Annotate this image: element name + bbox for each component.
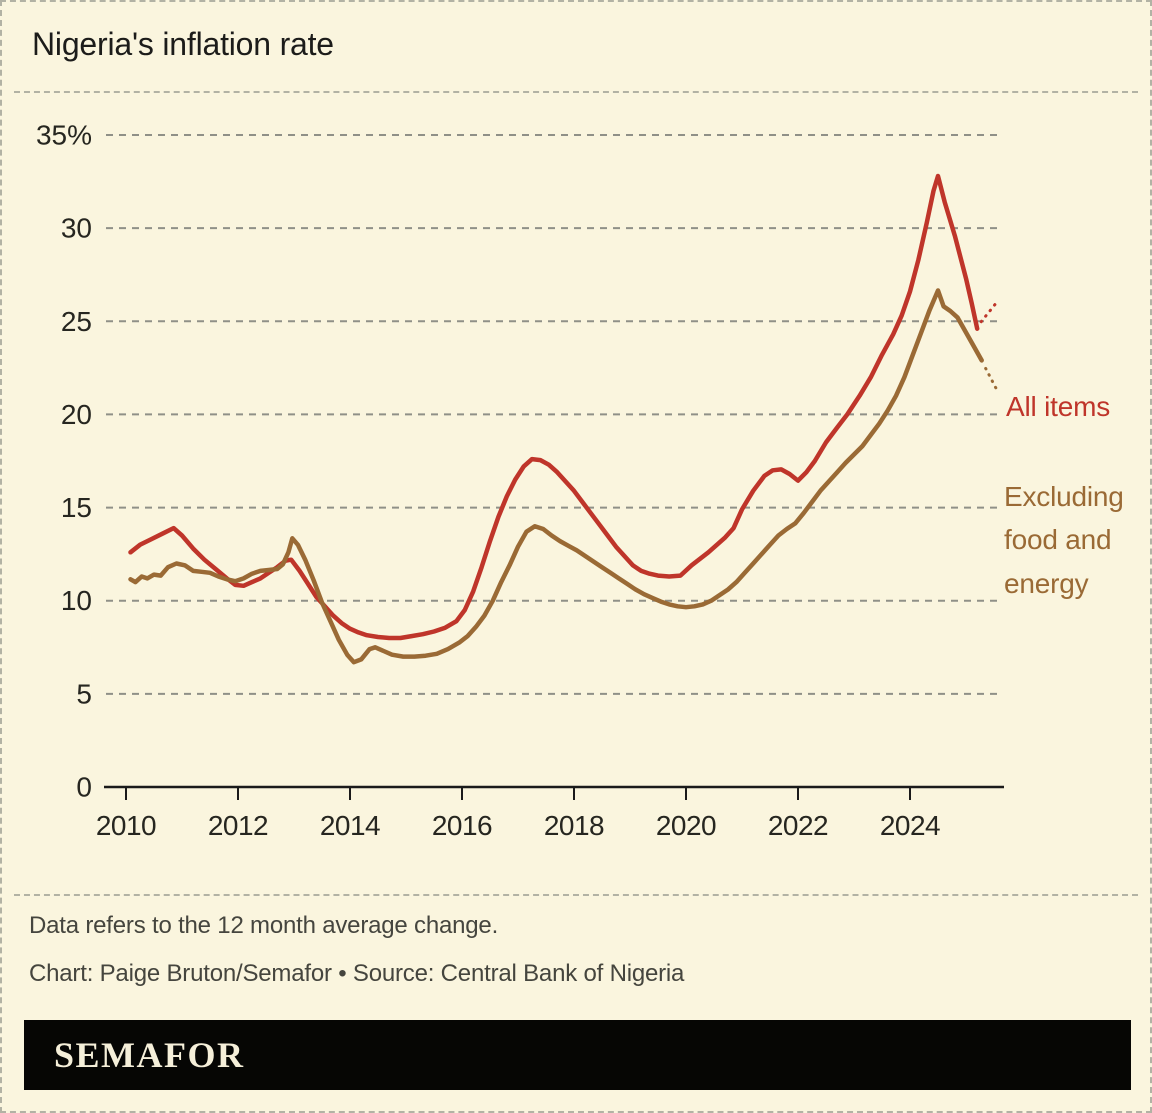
y-axis-tick-label: 20	[61, 399, 92, 430]
legend-leader-line	[979, 300, 999, 324]
title-separator	[14, 91, 1138, 93]
y-axis-tick-label: 0	[76, 772, 92, 803]
x-axis-tick-label: 2020	[656, 810, 716, 841]
x-axis-tick-label: 2014	[320, 810, 380, 841]
credit-text: Chart: Paige Bruton/Semafor • Source: Ce…	[29, 960, 685, 987]
semafor-logo-text: SEMAFOR	[54, 1035, 245, 1075]
series-line-all-items	[128, 173, 980, 641]
legend-leader-line	[984, 366, 1001, 395]
y-axis-tick-label: 5	[76, 678, 92, 709]
y-axis-tick-label: 30	[61, 213, 92, 244]
y-axis-tick-label: 25	[61, 306, 92, 337]
legend-label-excluding-food-energy: Excluding food and energy	[1004, 481, 1124, 599]
footnote-text: Data refers to the 12 month average chan…	[29, 912, 499, 939]
chart-title: Nigeria's inflation rate	[32, 26, 334, 62]
y-axis-tick-label: 10	[61, 585, 92, 616]
x-axis-tick-label: 2018	[544, 810, 604, 841]
series-line-excluding-food-energy	[128, 288, 984, 665]
semafor-logo-bar: SEMAFOR	[24, 1020, 1131, 1090]
footer-separator	[14, 894, 1138, 896]
y-axis-tick-label: 15	[61, 492, 92, 523]
x-axis-tick-label: 2016	[432, 810, 492, 841]
x-axis-tick-label: 2024	[880, 810, 940, 841]
legend-label-all-items: All items	[1006, 391, 1110, 422]
y-axis-tick-label: 35%	[36, 120, 92, 151]
chart-area: 35% 30 25 20 15 10 5 0 2010 2012 2014 2016 2018 2020 2…	[2, 102, 1150, 892]
x-axis-tick-label: 2010	[96, 810, 156, 841]
x-axis-tick-label: 2012	[208, 810, 268, 841]
x-axis-tick-label: 2022	[768, 810, 828, 841]
